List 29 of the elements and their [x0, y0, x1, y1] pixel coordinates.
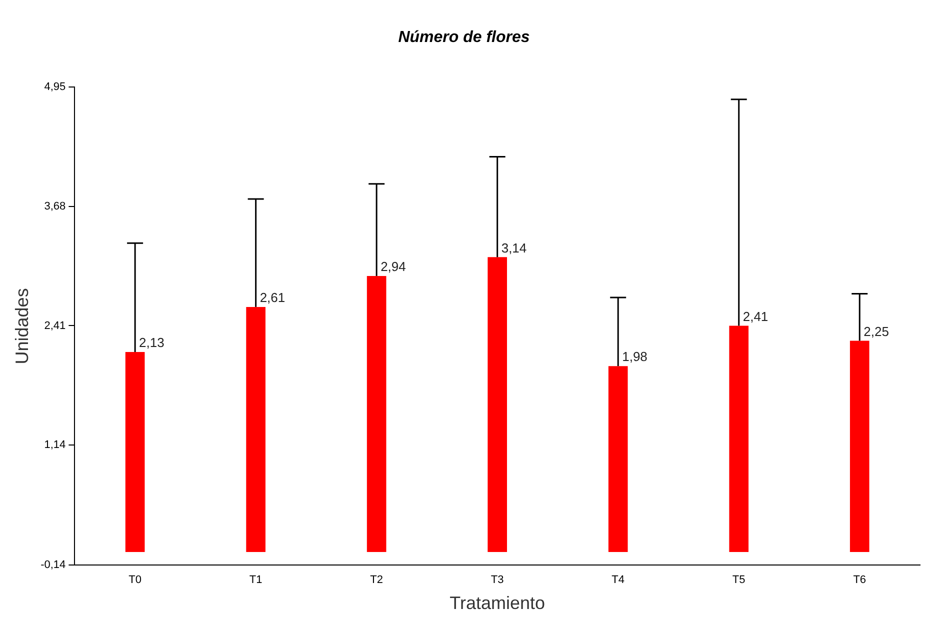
- data-label: 2,25: [864, 324, 889, 339]
- y-tick-label: 3,68: [44, 200, 66, 212]
- data-label: 2,94: [380, 259, 406, 274]
- x-tick-label: T4: [612, 574, 625, 586]
- x-tick-label: T2: [370, 574, 383, 586]
- y-tick-label: 1,14: [44, 439, 66, 452]
- x-axis-title: Tratamiento: [450, 593, 546, 614]
- y-tick-label: -0,14: [40, 559, 66, 572]
- bar: [125, 352, 145, 552]
- y-axis-title: Unidades: [12, 288, 32, 364]
- bar: [608, 366, 628, 552]
- data-label: 1,98: [622, 349, 648, 364]
- x-tick-label: T6: [853, 574, 866, 586]
- bar: [246, 306, 266, 552]
- x-tick-label: T3: [490, 574, 504, 586]
- bar: [850, 340, 870, 552]
- data-label: 2,61: [260, 290, 286, 306]
- y-tick-label: 4,95: [44, 81, 66, 94]
- data-label: 3,14: [501, 240, 527, 256]
- x-tick-label: T0: [128, 574, 142, 586]
- bar: [729, 326, 749, 552]
- x-tick-label: T5: [732, 574, 746, 586]
- y-tick-label: 2,41: [44, 320, 66, 332]
- chart-title: Número de flores: [398, 29, 530, 46]
- bar: [366, 276, 386, 552]
- data-label: 2,41: [742, 308, 768, 324]
- x-tick-label: T1: [249, 574, 262, 586]
- data-label: 2,13: [139, 335, 164, 350]
- bar: [488, 257, 507, 552]
